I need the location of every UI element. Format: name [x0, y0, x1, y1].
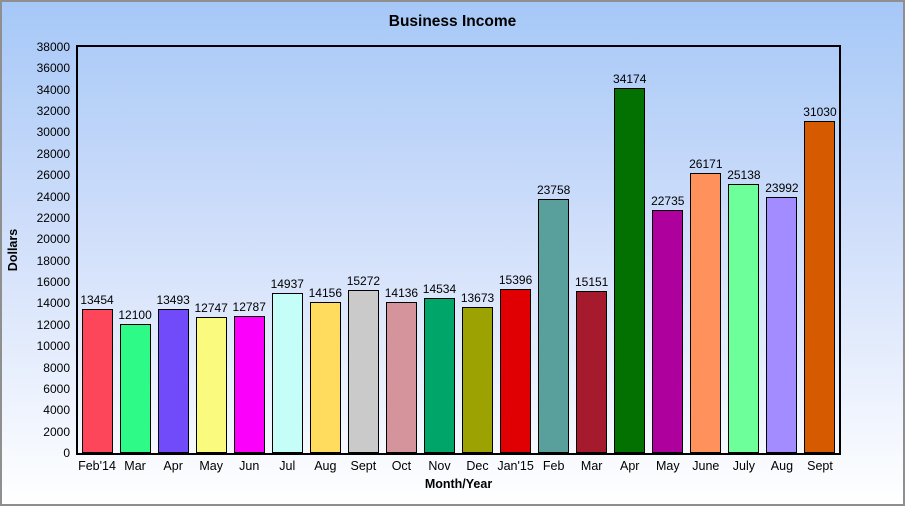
bar-value-label: 14156	[308, 285, 342, 300]
y-tick-label: 6000	[43, 381, 70, 396]
x-axis-labels: Feb'14 Mar Apr May Jun Jul Aug Sept Oct Nov Dec Jan…	[78, 459, 839, 475]
y-tick-label: 30000	[36, 125, 70, 140]
x-tick-label: May	[199, 459, 223, 473]
bar-value-label: 12747	[194, 300, 228, 315]
x-tick-label: Dec	[466, 459, 489, 473]
bar-jul	[271, 293, 303, 453]
y-tick-label: 18000	[36, 253, 70, 268]
bar-sept	[347, 289, 379, 453]
y-tick-label: 20000	[36, 232, 70, 247]
bar-value-label: 25138	[727, 168, 761, 183]
bar-sept	[804, 121, 836, 453]
bar-value-label: 34174	[613, 71, 647, 86]
plot-area	[76, 45, 841, 455]
bar-value-label: 13673	[460, 290, 495, 305]
y-tick-label: 24000	[36, 189, 70, 204]
y-tick-label: 12000	[36, 317, 70, 332]
x-axis-title: Month/Year	[424, 477, 493, 491]
y-tick-label: 22000	[36, 210, 70, 225]
x-tick-label: Mar	[580, 459, 603, 473]
bar-apr	[157, 308, 189, 453]
bar-aug	[766, 196, 798, 453]
x-tick-label: Apr	[163, 459, 183, 473]
bar-oct	[385, 301, 417, 453]
bar-value-label: 15151	[574, 275, 609, 290]
x-tick-label: Nov	[428, 459, 451, 473]
y-tick-label: 14000	[36, 296, 70, 311]
x-tick-label: Feb'14	[78, 459, 116, 473]
x-tick-label: Mar	[124, 459, 146, 473]
y-tick-label: 34000	[36, 82, 70, 97]
y-tick-label: 10000	[36, 339, 70, 354]
bar-value-label: 14937	[270, 277, 304, 292]
bar-jun	[233, 316, 265, 453]
y-tick-label: 26000	[36, 168, 70, 183]
x-tick-label: Apr	[619, 459, 640, 473]
y-tick-label: 4000	[43, 403, 70, 418]
bar-mar	[576, 291, 608, 453]
bar-value-label: 14136	[384, 285, 419, 300]
bar-value-label: 15272	[346, 273, 381, 288]
bar-apr	[614, 87, 646, 453]
y-axis-ticks: 0 2000 4000 6000 8000 10000 12000 14000 16000 180…	[2, 2, 70, 504]
bar-feb14	[81, 309, 113, 453]
bar-dec	[462, 306, 494, 453]
y-tick-label: 36000	[36, 61, 70, 76]
bar-value-label: 22735	[651, 194, 685, 209]
y-tick-label: 38000	[36, 40, 70, 54]
x-tick-label: Aug	[314, 459, 337, 473]
bar-jan15	[500, 288, 532, 453]
bar-value-label: 23758	[536, 183, 571, 198]
bar-value-label: 13454	[80, 293, 114, 308]
bar-may	[652, 210, 684, 453]
bar-value-label: 15396	[498, 272, 533, 287]
bar-mar	[119, 323, 151, 453]
x-tick-label: Feb	[542, 459, 565, 473]
bar-value-label: 31030	[803, 105, 837, 120]
x-tick-label: Aug	[770, 459, 794, 473]
bar-may	[195, 316, 227, 453]
x-tick-label: May	[655, 459, 680, 473]
bar-value-label: 14534	[422, 281, 457, 296]
bar-aug	[309, 301, 341, 453]
y-tick-label: 28000	[36, 146, 70, 161]
x-tick-label: June	[692, 459, 720, 473]
bar-value-label: 23992	[765, 180, 799, 195]
y-tick-label: 0	[63, 446, 70, 460]
x-tick-label: Jul	[279, 459, 296, 473]
x-tick-label: Sept	[350, 459, 377, 473]
bar-value-label: 13493	[156, 292, 190, 307]
bar-value-label: 12100	[118, 307, 152, 322]
bars-container: 13454 12100 13493 12747 12787 14937 14156 15272…	[78, 47, 839, 453]
y-tick-label: 2000	[43, 424, 70, 439]
x-tick-label: Jun	[239, 459, 260, 473]
bar-nov	[423, 297, 455, 453]
bar-value-label: 26171	[689, 157, 723, 172]
bar-feb	[538, 199, 570, 453]
x-tick-label: Oct	[391, 459, 412, 473]
y-tick-label: 16000	[36, 275, 70, 290]
bar-july	[728, 184, 760, 453]
chart-title: Business Income	[388, 13, 517, 30]
bar-june	[690, 173, 722, 453]
y-tick-label: 8000	[43, 360, 70, 375]
x-tick-label: Jan'15	[497, 459, 534, 473]
x-tick-label: Sept	[807, 459, 833, 473]
y-tick-label: 32000	[36, 104, 70, 119]
x-tick-label: July	[732, 459, 755, 473]
bar-value-label: 12787	[232, 300, 266, 315]
